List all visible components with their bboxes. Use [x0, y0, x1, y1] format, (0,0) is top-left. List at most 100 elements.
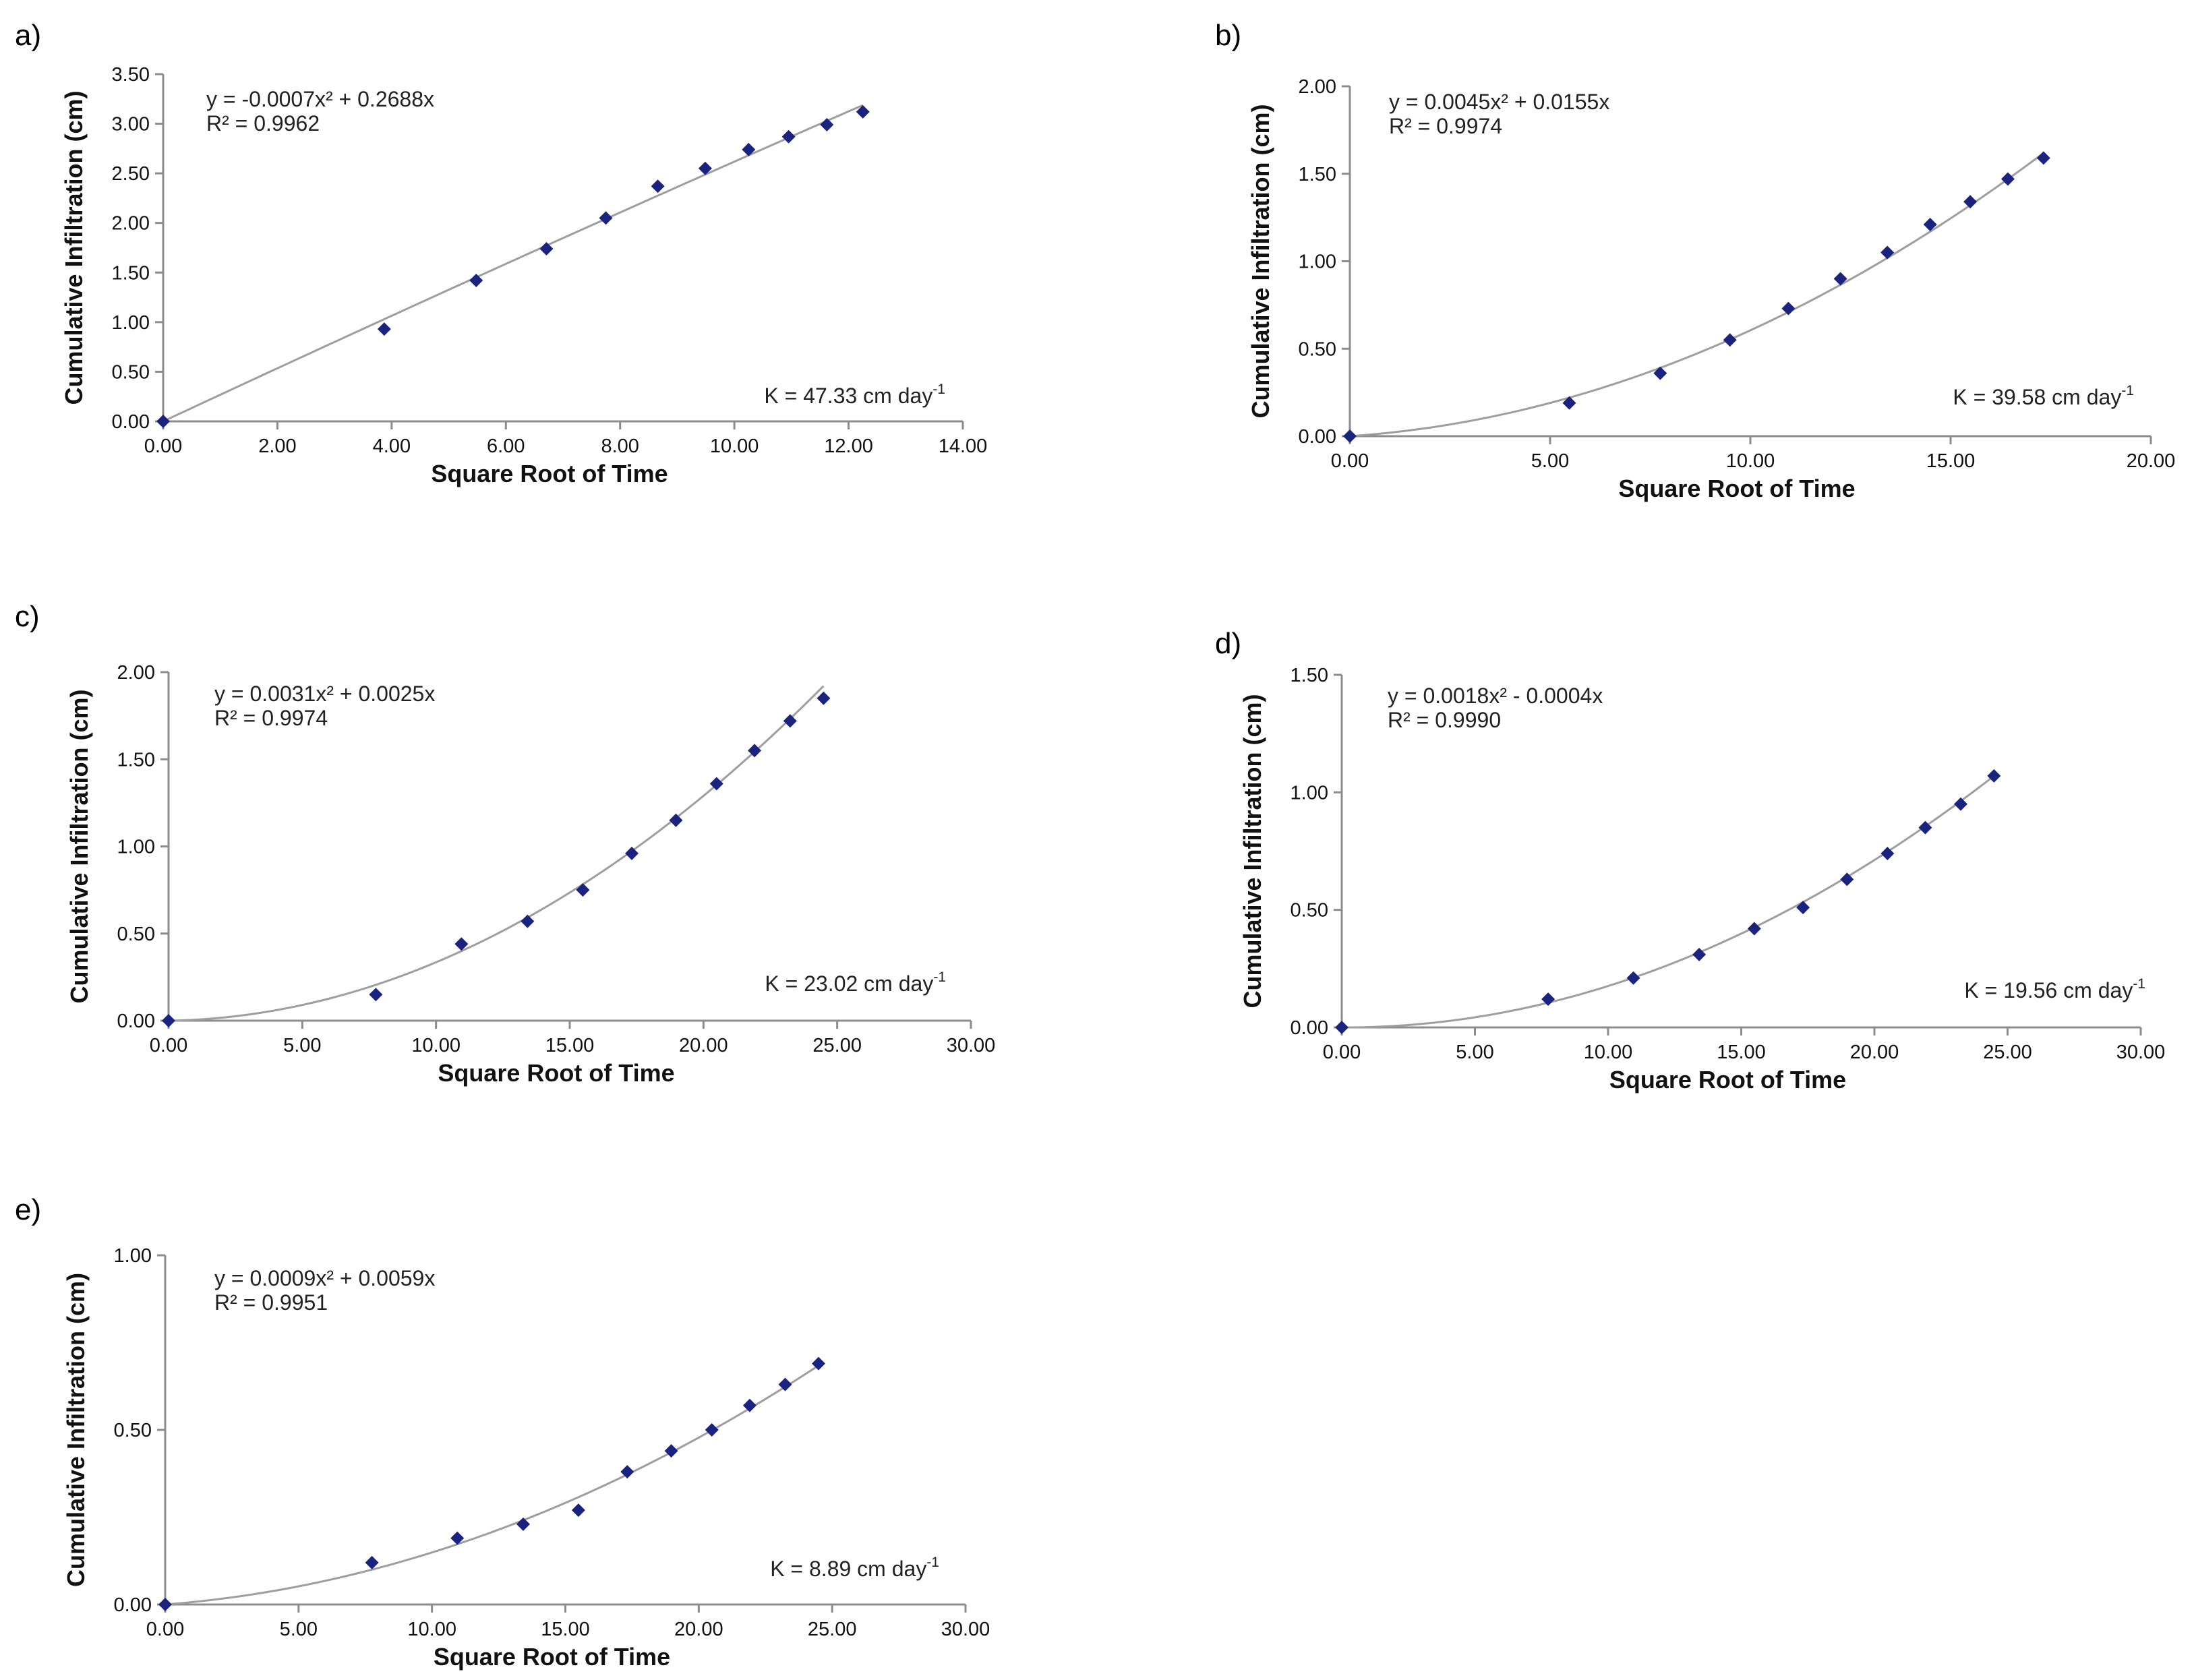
k-value-text: K = 8.89 cm day: [770, 1557, 926, 1581]
x-tick-label: 5.00: [1456, 1042, 1493, 1063]
panel-label-d: d): [1215, 627, 1242, 660]
data-point: [783, 714, 797, 728]
data-point: [1796, 901, 1810, 915]
x-tick-label: 20.00: [674, 1619, 723, 1640]
data-point: [1626, 971, 1640, 985]
x-tick-label: 14.00: [939, 436, 988, 457]
y-tick-label: 1.00: [117, 837, 155, 858]
data-point: [1653, 366, 1667, 380]
data-point: [669, 813, 683, 827]
x-tick-label: 6.00: [487, 436, 525, 457]
k-value-text: K = 47.33 cm day: [764, 384, 932, 408]
y-tick-label: 0.50: [114, 1420, 152, 1441]
data-point: [1692, 947, 1707, 961]
data-point: [1953, 797, 1967, 811]
data-point: [709, 777, 723, 791]
y-tick-label: 2.00: [1299, 76, 1336, 98]
data-point: [1833, 272, 1847, 286]
data-point: [1541, 992, 1555, 1007]
x-tick-label: 25.00: [1983, 1042, 2032, 1063]
y-tick-label: 0.50: [117, 924, 155, 945]
data-point: [156, 415, 170, 428]
y-tick-label: 0.50: [1299, 338, 1336, 360]
data-point: [817, 691, 831, 705]
x-tick-label: 20.00: [2127, 450, 2176, 472]
x-tick-label: 4.00: [373, 436, 411, 457]
x-tick-label: 30.00: [947, 1035, 996, 1056]
trendline: [1342, 775, 1995, 1029]
chart-svg-b: 0.00 0.50 1.00 1.50 2.00 0.00 5.00 10.00 15.00 20…: [1247, 76, 2176, 502]
data-point: [469, 274, 483, 288]
y-tick-label: 0.00: [112, 411, 150, 433]
x-tick-label: 10.00: [411, 1035, 461, 1056]
trendline-equation: y = 0.0018x² - 0.0004x: [1388, 684, 1603, 708]
data-point: [1723, 333, 1737, 347]
k-value-text: K = 39.58 cm day: [1953, 385, 2121, 409]
data-point: [664, 1444, 678, 1458]
x-tick-label: 0.00: [144, 436, 182, 457]
data-point: [1562, 396, 1576, 410]
x-tick-label: 20.00: [679, 1035, 728, 1056]
data-point: [2036, 151, 2050, 165]
trendline: [1349, 152, 2044, 438]
y-tick-label: 1.00: [1291, 782, 1328, 804]
data-point: [377, 322, 391, 336]
trendline: [165, 1364, 819, 1606]
r-squared-label: R² = 0.9951: [214, 1290, 328, 1315]
data-point: [651, 179, 665, 193]
r-squared-label: R² = 0.9990: [1388, 708, 1501, 732]
x-tick-label: 15.00: [1717, 1042, 1766, 1063]
data-point: [158, 1598, 172, 1611]
chart-svg-d: 0.00 0.50 1.00 1.50 0.00 5.00 10.00 15.00 20.00 2…: [1239, 665, 2166, 1093]
x-axis-title: Square Root of Time: [431, 460, 668, 487]
y-tick-label: 0.50: [112, 361, 150, 383]
data-point: [369, 988, 383, 1002]
chart-svg-c: 0.00 0.50 1.00 1.50 2.00 0.00 5.00 10.00 15.00 20…: [65, 662, 996, 1087]
data-point: [1987, 769, 2001, 783]
y-tick-label: 0.50: [1291, 900, 1328, 922]
data-point: [748, 744, 762, 758]
x-tick-label: 10.00: [1584, 1042, 1633, 1063]
x-axis-title: Square Root of Time: [434, 1643, 670, 1671]
x-tick-label: 30.00: [941, 1619, 990, 1640]
y-tick-label: 2.00: [112, 213, 150, 235]
data-point: [742, 1398, 757, 1412]
y-tick-label: 0.00: [117, 1011, 155, 1032]
data-point: [1880, 846, 1895, 860]
data-point: [576, 883, 590, 897]
y-tick-label: 1.00: [1299, 251, 1336, 273]
chart-svg-a: 0.00 0.50 1.00 1.50 2.00 2.50 3.00 3.50 0.00 2.00…: [60, 64, 988, 487]
chart-panel-a: a) 0.00 0.50 1.00 1.50 2.00 2.50 3.00 3.50 0.00 2…: [0, 0, 1092, 526]
y-tick-label: 0.00: [1299, 426, 1336, 448]
panel-label-e: e): [15, 1193, 42, 1226]
y-tick-label: 2.00: [117, 662, 155, 684]
data-point: [1747, 922, 1761, 936]
data-point: [811, 1356, 825, 1371]
x-tick-label: 30.00: [2116, 1042, 2166, 1063]
y-axis-title: Cumulative Infiltration (cm): [1247, 104, 1274, 418]
y-tick-label: 1.50: [1299, 164, 1336, 185]
x-tick-label: 10.00: [1726, 450, 1775, 472]
x-axis-title: Square Root of Time: [1609, 1066, 1846, 1093]
trendline-equation: y = 0.0045x² + 0.0155x: [1389, 90, 1609, 114]
k-value-label: K = 23.02 cm day-1: [765, 969, 946, 996]
panel-label-c: c): [15, 600, 40, 633]
data-point: [1781, 301, 1796, 316]
k-value-exponent: -1: [933, 969, 946, 985]
trendline-equation: y = 0.0009x² + 0.0059x: [214, 1266, 435, 1290]
chart-panel-e: e) 0.00 0.50 1.00 0.00 5.00 10.00 15.00 20.00 25…: [0, 1173, 1092, 1680]
data-point: [599, 211, 613, 225]
x-axis-title: Square Root of Time: [1618, 475, 1855, 502]
data-point: [1918, 820, 1932, 835]
data-point: [781, 129, 796, 144]
data-point: [820, 118, 834, 132]
y-tick-label: 0.00: [1291, 1017, 1328, 1039]
x-tick-label: 25.00: [808, 1619, 857, 1640]
data-point: [1880, 245, 1895, 260]
x-tick-label: 25.00: [812, 1035, 862, 1056]
y-axis-title: Cumulative Infiltration (cm): [1239, 694, 1266, 1008]
y-tick-label: 1.00: [114, 1245, 152, 1267]
x-tick-label: 15.00: [545, 1035, 595, 1056]
data-point: [742, 142, 756, 156]
data-point: [620, 1465, 634, 1479]
